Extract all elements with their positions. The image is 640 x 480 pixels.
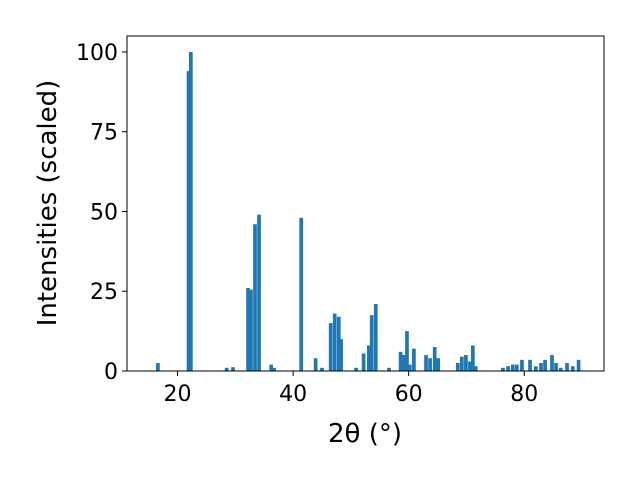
bar xyxy=(460,356,464,371)
bar xyxy=(550,355,554,371)
bar xyxy=(528,359,532,371)
bar xyxy=(473,366,478,371)
bar xyxy=(543,359,547,371)
bar xyxy=(336,316,341,371)
plot-frame xyxy=(126,35,605,372)
bar xyxy=(253,224,257,371)
bar xyxy=(354,367,358,371)
bar xyxy=(246,288,250,371)
bar xyxy=(436,358,441,371)
bar xyxy=(576,359,581,371)
bar xyxy=(533,366,538,371)
bar xyxy=(405,331,409,371)
bar xyxy=(231,367,235,371)
bar xyxy=(412,348,416,371)
y-tick-label: 100 xyxy=(76,41,118,66)
bar xyxy=(272,367,276,371)
bar xyxy=(558,367,563,371)
bar xyxy=(565,363,569,371)
x-tick-label: 40 xyxy=(279,382,307,407)
bar xyxy=(328,323,333,371)
bar xyxy=(186,71,191,371)
y-tick-label: 0 xyxy=(104,360,118,385)
bar xyxy=(257,214,261,371)
bar xyxy=(249,289,253,371)
bar xyxy=(224,367,229,371)
x-tick-label: 80 xyxy=(510,382,538,407)
bar xyxy=(554,363,558,371)
bar xyxy=(313,358,318,371)
bar xyxy=(570,366,575,371)
bar xyxy=(510,364,515,371)
x-tick-label: 60 xyxy=(395,382,423,407)
bar xyxy=(373,304,378,371)
bar xyxy=(402,355,406,371)
bar xyxy=(464,355,468,371)
bar xyxy=(320,367,324,371)
bar xyxy=(332,313,337,371)
bar xyxy=(339,339,343,371)
y-tick-label: 50 xyxy=(90,200,118,225)
bar xyxy=(501,367,505,371)
bar xyxy=(407,364,412,371)
bar xyxy=(299,217,304,371)
bar xyxy=(269,364,274,371)
y-axis-label: Intensities (scaled) xyxy=(33,80,63,327)
bar xyxy=(189,51,193,371)
bar xyxy=(468,361,472,371)
bar xyxy=(506,366,510,371)
x-tick-label: 20 xyxy=(164,382,192,407)
bar xyxy=(398,351,403,371)
bar xyxy=(455,363,460,371)
bar xyxy=(470,345,475,371)
bar xyxy=(361,353,366,371)
bar xyxy=(424,355,428,371)
bar xyxy=(366,345,371,371)
bar xyxy=(369,315,374,371)
x-axis-label: 2θ (°) xyxy=(328,419,402,449)
bar xyxy=(428,358,432,371)
bar xyxy=(387,367,391,371)
bar xyxy=(432,347,437,371)
bar xyxy=(520,359,524,371)
y-tick-label: 25 xyxy=(90,280,118,305)
y-tick-label: 75 xyxy=(90,121,118,146)
bar xyxy=(514,364,519,371)
bar xyxy=(156,363,160,371)
bar xyxy=(539,363,543,371)
